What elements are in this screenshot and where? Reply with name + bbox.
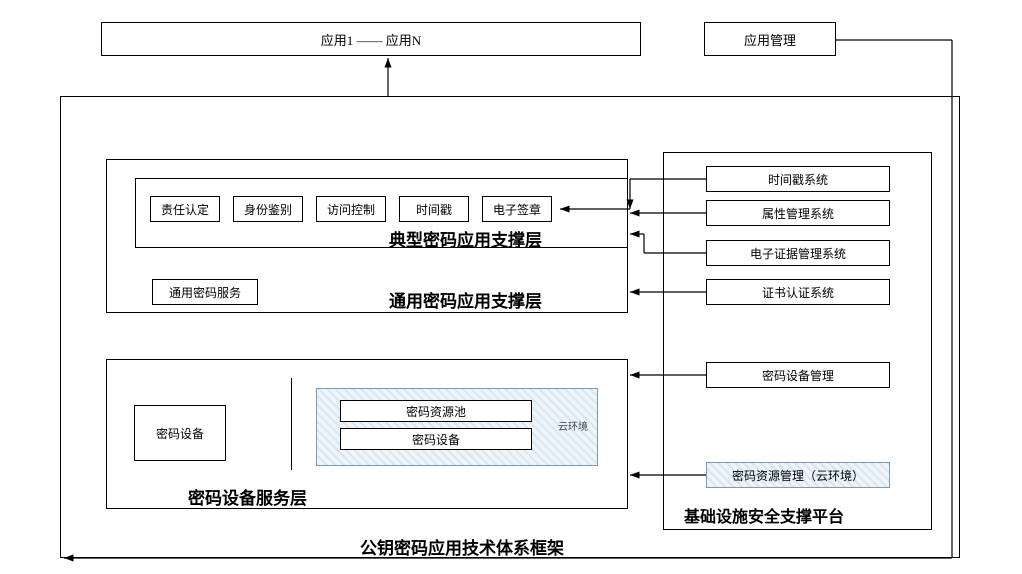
res-mgmt-box: 密码资源管理（云环境） [706, 462, 890, 488]
device-box: 密码设备 [134, 405, 226, 461]
device-layer-title: 密码设备服务层 [188, 484, 307, 509]
timestamp-sys-box: 时间戳系统 [706, 166, 890, 192]
typical-item-1: 身份鉴别 [233, 196, 303, 222]
apps-box: 应用1 —— 应用N [101, 22, 641, 56]
cert-sys-box: 证书认证系统 [706, 279, 890, 305]
apps-label: 应用1 —— 应用N [321, 30, 421, 49]
typical-layer-title: 典型密码应用支撑层 [389, 226, 542, 251]
cloud-device-box: 密码设备 [340, 428, 532, 450]
typical-item-3: 时间戳 [399, 196, 469, 222]
typical-item-4: 电子签章 [482, 196, 552, 222]
app-mgmt-label: 应用管理 [744, 30, 796, 49]
cloud-env-label: 云环境 [558, 418, 588, 433]
typical-item-2: 访问控制 [316, 196, 386, 222]
generic-layer-title: 通用密码应用支撑层 [389, 287, 542, 312]
dev-mgmt-box: 密码设备管理 [706, 362, 890, 388]
evidence-sys-box: 电子证据管理系统 [706, 240, 890, 266]
typical-item-0: 责任认定 [150, 196, 220, 222]
generic-service-box: 通用密码服务 [152, 279, 258, 305]
resource-pool-box: 密码资源池 [340, 400, 532, 422]
infra-title: 基础设施安全支撑平台 [684, 503, 844, 527]
attr-mgmt-sys-box: 属性管理系统 [706, 200, 890, 226]
app-mgmt-box: 应用管理 [704, 22, 836, 56]
device-divider [291, 378, 292, 470]
framework-title: 公钥密码应用技术体系框架 [360, 534, 564, 559]
